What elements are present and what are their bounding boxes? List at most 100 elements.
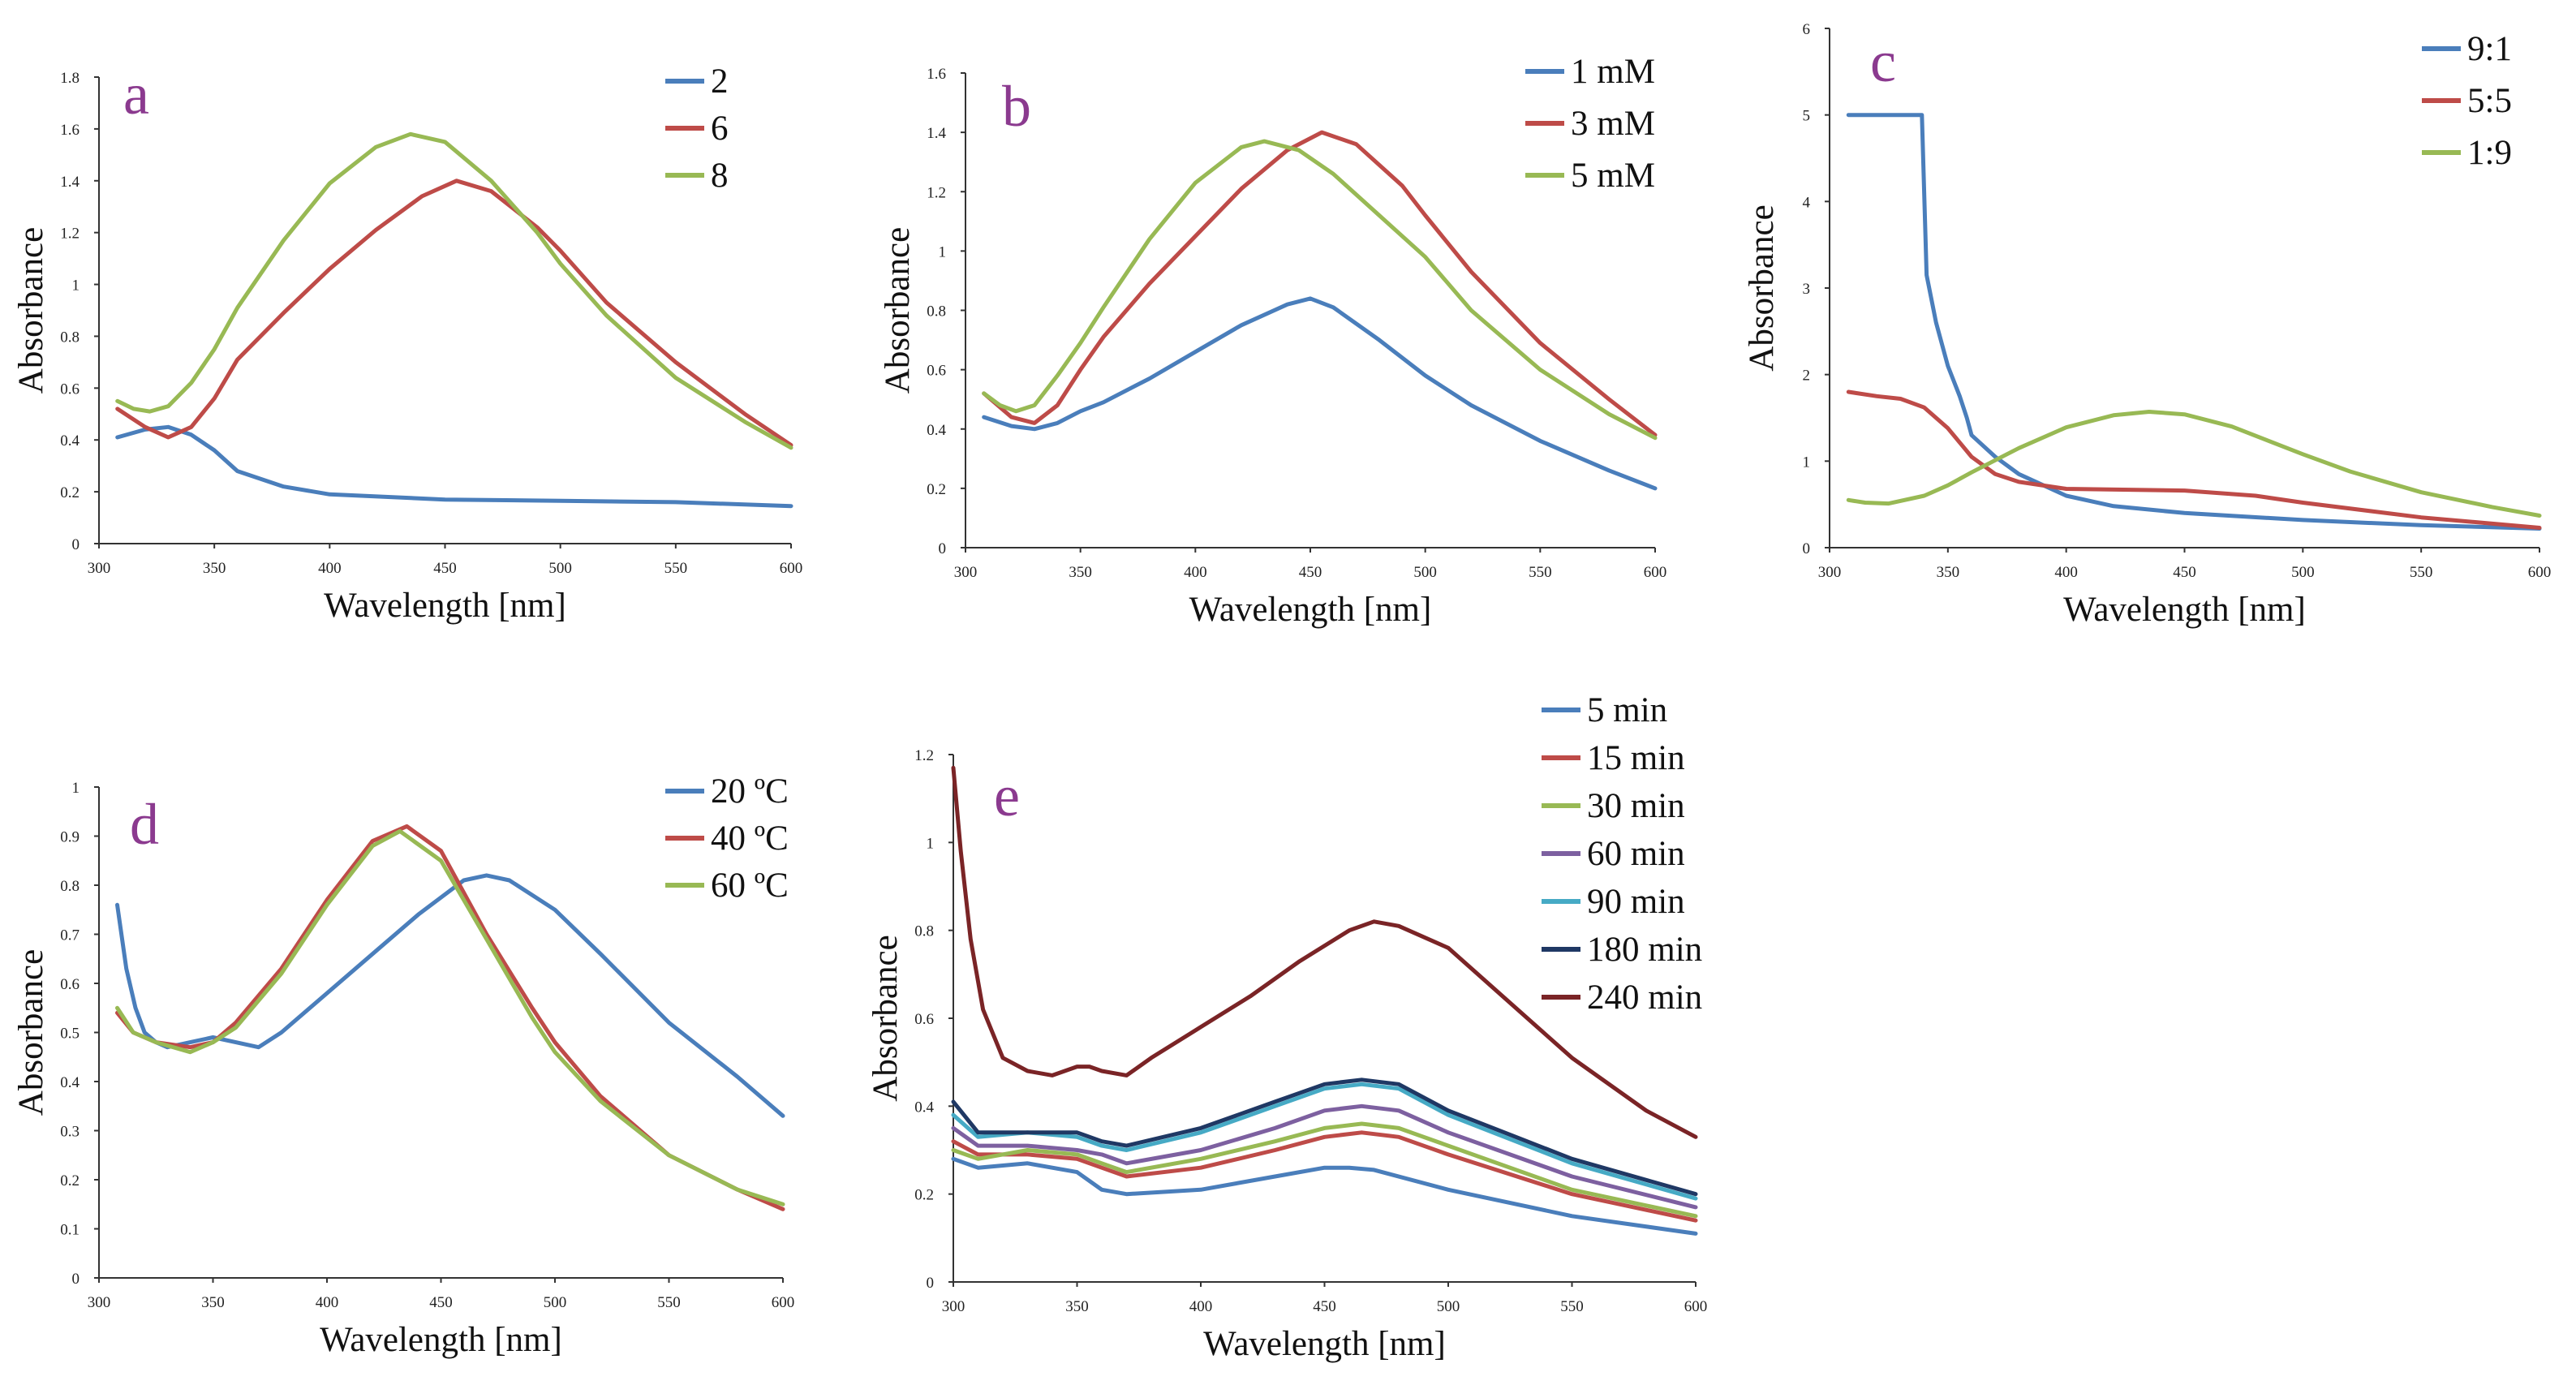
series-line-60-min: [951, 1103, 1698, 1210]
chart-panel-a: 300 350 400 450 500 550 600 0 0.2 0.4 0.6 0.8 1 1.2 1.…: [12, 62, 802, 625]
y-tick-label: 0.8: [60, 878, 80, 895]
y-tick-label: 3: [1803, 281, 1811, 298]
y-tick-label: 4: [1803, 194, 1811, 211]
x-tick-label: 300: [954, 564, 978, 581]
x-tick-label: 400: [2054, 564, 2078, 581]
legend-label: 60 ºC: [711, 867, 789, 905]
x-tick-label: 300: [942, 1298, 965, 1315]
x-tick-label: 400: [1184, 564, 1207, 581]
chart-panel-c: 300 350 400 450 500 550 600 0 1 2 3 4 5 6 Wavelength […: [1743, 21, 2551, 629]
x-axis-title: Wavelength [nm]: [324, 587, 566, 625]
series-line-5-5: [1846, 389, 2542, 530]
x-tick-label: 400: [318, 560, 342, 577]
legend-label: 15 min: [1587, 739, 1685, 777]
y-tick-label: 1: [939, 243, 947, 260]
y-tick-label: 0.3: [60, 1124, 80, 1141]
x-tick-label: 600: [1684, 1298, 1708, 1315]
x-tick-label: 600: [772, 1294, 795, 1311]
y-tick-label: 5: [1803, 108, 1811, 125]
x-tick-label: 450: [1313, 1298, 1336, 1315]
y-tick-label: 0.5: [60, 1026, 80, 1043]
x-tick-label: 500: [1437, 1298, 1460, 1315]
x-tick-label: 450: [1299, 564, 1322, 581]
y-tick-label: 0.2: [60, 484, 80, 501]
y-tick-label: 1.6: [60, 122, 80, 139]
legend-label: 180 min: [1587, 931, 1702, 969]
y-tick-label: 0.4: [927, 422, 946, 439]
y-tick-label: 0.2: [60, 1172, 80, 1189]
y-axis-title: Absorbance: [1743, 204, 1781, 371]
series-line-30-min: [951, 1121, 1698, 1219]
legend-label: 8: [711, 157, 729, 195]
y-tick-label: 0.7: [60, 927, 80, 944]
series-line-5-min: [951, 1156, 1698, 1236]
series-line-1-9: [1846, 410, 2542, 518]
y-tick-label: 0.6: [60, 976, 80, 993]
y-tick-label: 6: [1803, 21, 1811, 38]
y-tick-label: 0: [72, 1271, 80, 1288]
legend-label: 240 min: [1587, 979, 1702, 1017]
chart-panel-e: 300 350 400 450 500 550 600 0 0.2 0.4 0.6 0.8 1 1.2 Wa…: [867, 691, 1707, 1363]
series-line-2: [115, 424, 793, 509]
y-tick-label: 0.2: [927, 481, 946, 498]
y-tick-label: 0.6: [914, 1011, 934, 1028]
legend-label: 90 min: [1587, 883, 1685, 921]
y-tick-label: 0.8: [60, 329, 80, 346]
y-tick-label: 0: [1803, 540, 1811, 557]
panel-letter: d: [130, 792, 159, 857]
chart-panel-d: 300 350 400 450 500 550 600 0 0.1 0.2 0.3 0.4 0.5 0.6…: [12, 772, 794, 1359]
x-tick-label: 500: [548, 560, 572, 577]
y-axis-title: Absorbance: [879, 227, 917, 394]
x-tick-label: 300: [1818, 564, 1842, 581]
y-tick-label: 1: [1803, 454, 1811, 471]
x-axis-title: Wavelength [nm]: [2063, 591, 2306, 629]
x-tick-label: 600: [1644, 564, 1667, 581]
legend-label: 5:5: [2467, 82, 2512, 120]
x-tick-label: 500: [1413, 564, 1437, 581]
y-tick-label: 0.2: [914, 1187, 934, 1204]
series-line-6: [115, 179, 793, 448]
series-line-5-mm: [982, 139, 1658, 441]
y-tick-label: 1: [72, 277, 80, 295]
x-tick-label: 350: [203, 560, 226, 577]
legend-label: 9:1: [2467, 30, 2512, 68]
y-tick-label: 0.4: [60, 432, 80, 449]
y-tick-label: 0.8: [914, 923, 934, 940]
y-axis-title: Absorbance: [12, 227, 50, 394]
legend-label: 40 ºC: [711, 819, 789, 858]
panel-letter: a: [123, 62, 149, 127]
y-tick-label: 0.4: [60, 1074, 80, 1091]
series-line-3-mm: [982, 130, 1658, 437]
series-line-240-min: [951, 765, 1698, 1139]
x-tick-label: 550: [664, 560, 688, 577]
x-tick-label: 600: [2528, 564, 2552, 581]
x-axis-title: Wavelength [nm]: [1189, 591, 1432, 629]
y-tick-label: 1: [72, 780, 80, 797]
series-line-15-min: [951, 1130, 1698, 1223]
y-axis-title: Absorbance: [12, 949, 50, 1116]
x-tick-label: 350: [1069, 564, 1092, 581]
x-tick-label: 550: [1529, 564, 1552, 581]
y-tick-label: 0.8: [927, 303, 946, 320]
y-tick-label: 0.9: [60, 829, 80, 846]
y-tick-label: 1.2: [927, 184, 946, 201]
x-tick-label: 500: [544, 1294, 567, 1311]
x-tick-label: 500: [2291, 564, 2315, 581]
y-tick-label: 0: [72, 536, 80, 553]
panel-letter: c: [1870, 29, 1896, 94]
x-tick-label: 350: [201, 1294, 225, 1311]
y-tick-label: 2: [1803, 368, 1811, 385]
y-tick-label: 1.8: [60, 70, 80, 87]
y-tick-label: 0: [927, 1275, 935, 1292]
legend-label: 5 min: [1587, 691, 1667, 729]
y-tick-label: 1.4: [927, 125, 946, 142]
series-line-180-min: [951, 1077, 1698, 1197]
series-line-1-mm: [982, 296, 1658, 491]
x-tick-label: 350: [1937, 564, 1960, 581]
x-tick-label: 550: [2410, 564, 2433, 581]
legend-label: 30 min: [1587, 787, 1685, 825]
legend-label: 1:9: [2467, 134, 2512, 172]
x-tick-label: 450: [2173, 564, 2196, 581]
chart-panel-b: 300 350 400 450 500 550 600 0 0.2 0.4 0.6 0.8 1 1.2 1.…: [879, 53, 1666, 629]
x-tick-label: 550: [1560, 1298, 1584, 1315]
